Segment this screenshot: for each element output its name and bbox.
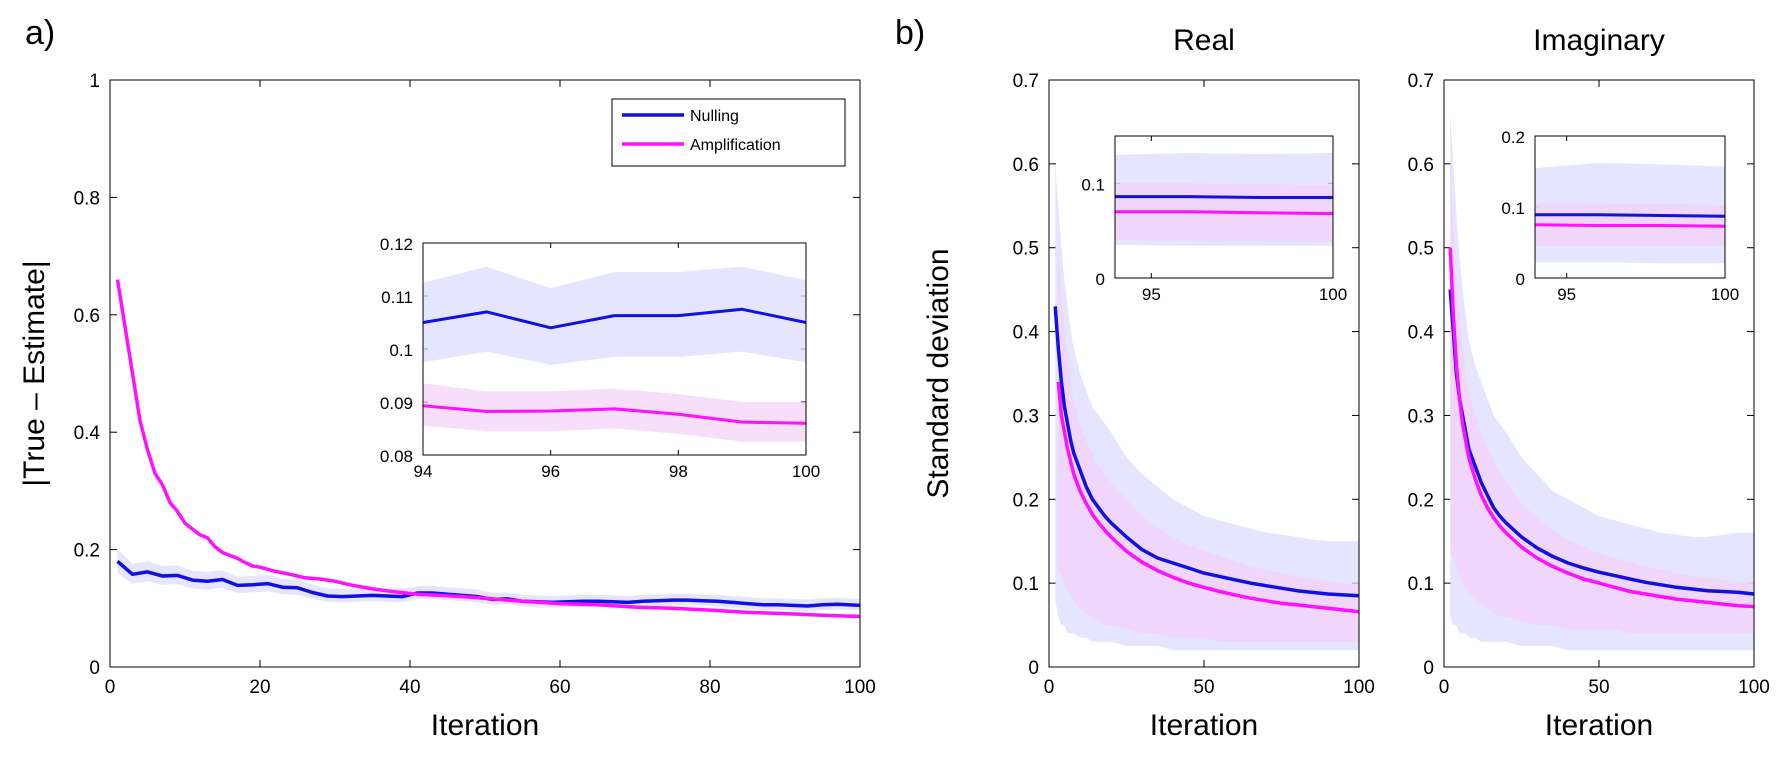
panel-b-imaginary-inset-ytick-label: 0 — [1516, 270, 1525, 289]
panel-b-real-ytick-label: 0.7 — [1013, 71, 1039, 92]
panel-a-band-nulling — [117, 549, 860, 612]
panel-a-ytick-label: 0 — [89, 658, 100, 679]
panel-a-ylabel: |True – Estimate| — [18, 260, 51, 486]
panel-b-real-inset-line-amplification — [1115, 210, 1333, 216]
panel-a-inset-ytick-label: 0.09 — [380, 394, 413, 413]
panel-a-chart: 0 20 40 60 80 100 0 0.2 0.4 0.6 0.8 1 Iteration |True… — [18, 71, 876, 742]
panel-b-real-inset-frame — [1114, 135, 1334, 279]
panel-b-imaginary-xlabel: Iteration — [1545, 709, 1653, 742]
panel-b-real-xtick-label: 50 — [1193, 677, 1214, 698]
panel-b-real-ytick-label: 0.5 — [1013, 239, 1039, 260]
panel-a-line-amplification — [115, 279, 860, 619]
panel-b-real-xlabel: Iteration — [1150, 709, 1258, 742]
panel-b-label: b) — [895, 14, 925, 52]
panel-b-real-series — [1053, 163, 1359, 651]
panel-a-series — [115, 279, 860, 619]
panel-b-imaginary-xtick-label: 100 — [1738, 677, 1770, 698]
panel-b-real-ytick-label: 0.4 — [1013, 323, 1040, 344]
panel-b-imaginary-frame — [1443, 79, 1755, 668]
panel-b-real-title: Real — [1173, 24, 1235, 57]
panel-a-inset-xtick-label: 94 — [414, 462, 433, 481]
panel-a-legend-box — [611, 98, 846, 167]
panel-a-legend-label-nulling: Nulling — [690, 108, 739, 125]
panel-b-imaginary-inset-line-amplification — [1535, 223, 1725, 228]
panel-b-imaginary-line-amplification — [1448, 247, 1754, 609]
panel-b-imaginary-inset-ytick-label: 0.1 — [1501, 199, 1525, 218]
panel-a-inset-xtick-label: 96 — [541, 462, 560, 481]
panel-b-real-ytick-label: 0 — [1028, 658, 1039, 679]
panel-b-imaginary-series — [1448, 113, 1754, 651]
panel-a-legend: Nulling Amplification — [611, 98, 846, 167]
panel-b-imaginary-inset-xtick-label: 100 — [1711, 285, 1739, 304]
panel-b-real-frame — [1048, 79, 1360, 668]
panel-a-xtick-label: 80 — [699, 677, 720, 698]
panel-b-imaginary-inset-series — [1535, 163, 1725, 264]
panel-b-real-chart: 0 50 100 0 0.1 0.2 0.3 0.4 0.5 0.6 0.7 Real Iteratio… — [922, 24, 1375, 742]
panel-b-real-inset-ytick-label: 0.1 — [1081, 175, 1105, 194]
panel-a-inset-xtick-label: 100 — [792, 462, 820, 481]
panel-b-imaginary-inset-line-nulling — [1535, 213, 1725, 218]
panel-a-xlabel: Iteration — [431, 709, 539, 742]
panel-a-inset-line-nulling — [423, 307, 806, 330]
panel-b-real-inset-ytick-label: 0 — [1096, 270, 1105, 289]
panel-b-real-inset-line-nulling — [1115, 195, 1333, 199]
panel-a-ytick-label: 0.4 — [74, 423, 101, 444]
panel-b-real-ytick-label: 0.1 — [1013, 574, 1039, 595]
panel-b-real-ytick-label: 0.6 — [1013, 155, 1039, 176]
panel-a-legend-label-amplification: Amplification — [690, 137, 781, 154]
panel-a-inset-ytick-label: 0.12 — [380, 235, 413, 254]
panel-a-inset-ytick-label: 0.11 — [381, 288, 413, 307]
panel-a-inset-ytick-label: 0.1 — [389, 341, 413, 360]
panel-a-ytick-label: 0.8 — [74, 188, 100, 209]
panel-b-imaginary-inset-ytick-label: 0.2 — [1501, 128, 1525, 147]
panel-b-real-xtick-label: 0 — [1044, 677, 1055, 698]
panel-a-ytick-label: 0.2 — [74, 541, 100, 562]
panel-a-inset-band-amplification — [423, 383, 806, 442]
panel-b-real-line-nulling — [1053, 306, 1359, 598]
panel-a-inset-xtick-label: 98 — [669, 462, 688, 481]
panel-b-imaginary-title: Imaginary — [1533, 24, 1665, 57]
panel-b-imaginary-xtick-label: 50 — [1588, 677, 1609, 698]
panel-b-imaginary-ytick-label: 0.4 — [1408, 323, 1435, 344]
panel-b-real-inset-xtick-label: 100 — [1319, 285, 1347, 304]
panel-b-imaginary-inset-frame — [1534, 135, 1726, 279]
panel-b-imaginary-chart: 0 50 100 0 0.1 0.2 0.3 0.4 0.5 0.6 0.7 Imaginary Ite… — [1408, 24, 1770, 742]
panel-b-real-line-amplification — [1056, 381, 1359, 614]
panel-a-ytick-label: 0.6 — [74, 306, 100, 327]
panel-a-frame — [109, 79, 861, 668]
panel-b-imaginary-ytick-label: 0.5 — [1408, 239, 1434, 260]
panel-a-ytick-label: 1 — [89, 71, 100, 92]
panel-b-real-inset-xtick-label: 95 — [1142, 285, 1161, 304]
panel-b-real-inset-series — [1115, 153, 1333, 246]
panel-a-xtick-label: 100 — [844, 677, 876, 698]
panel-a-inset-ytick-label: 0.08 — [380, 447, 413, 466]
panel-b-imaginary-band-amplification — [1450, 163, 1754, 634]
panel-a-inset-line-amplification — [423, 404, 806, 425]
panel-b-real-ylabel: Standard deviation — [922, 248, 955, 498]
panel-b-imaginary-ytick-label: 0.2 — [1408, 490, 1434, 511]
panel-b-imaginary-ytick-label: 0.6 — [1408, 155, 1434, 176]
panel-b-imaginary-ytick-label: 0 — [1423, 658, 1434, 679]
panel-a-label: a) — [25, 14, 55, 52]
panel-b-imaginary-ytick-label: 0.7 — [1408, 71, 1434, 92]
panel-b-imaginary-xtick-label: 0 — [1439, 677, 1450, 698]
panel-b-real-ytick-label: 0.3 — [1013, 406, 1039, 427]
panel-a-inset-frame — [422, 242, 807, 456]
panel-a-xtick-label: 40 — [399, 677, 420, 698]
panel-b-real-xtick-label: 100 — [1343, 677, 1375, 698]
panel-a-inset-series — [423, 266, 806, 442]
panel-b-real-ytick-label: 0.2 — [1013, 490, 1039, 511]
panel-a-xtick-label: 0 — [105, 677, 116, 698]
panel-b-imaginary-inset-xtick-label: 95 — [1557, 285, 1576, 304]
panel-b-imaginary-ytick-label: 0.1 — [1408, 574, 1434, 595]
panel-b-imaginary-ytick-label: 0.3 — [1408, 406, 1434, 427]
panel-a-xtick-label: 20 — [249, 677, 270, 698]
panel-a-xtick-label: 60 — [549, 677, 570, 698]
